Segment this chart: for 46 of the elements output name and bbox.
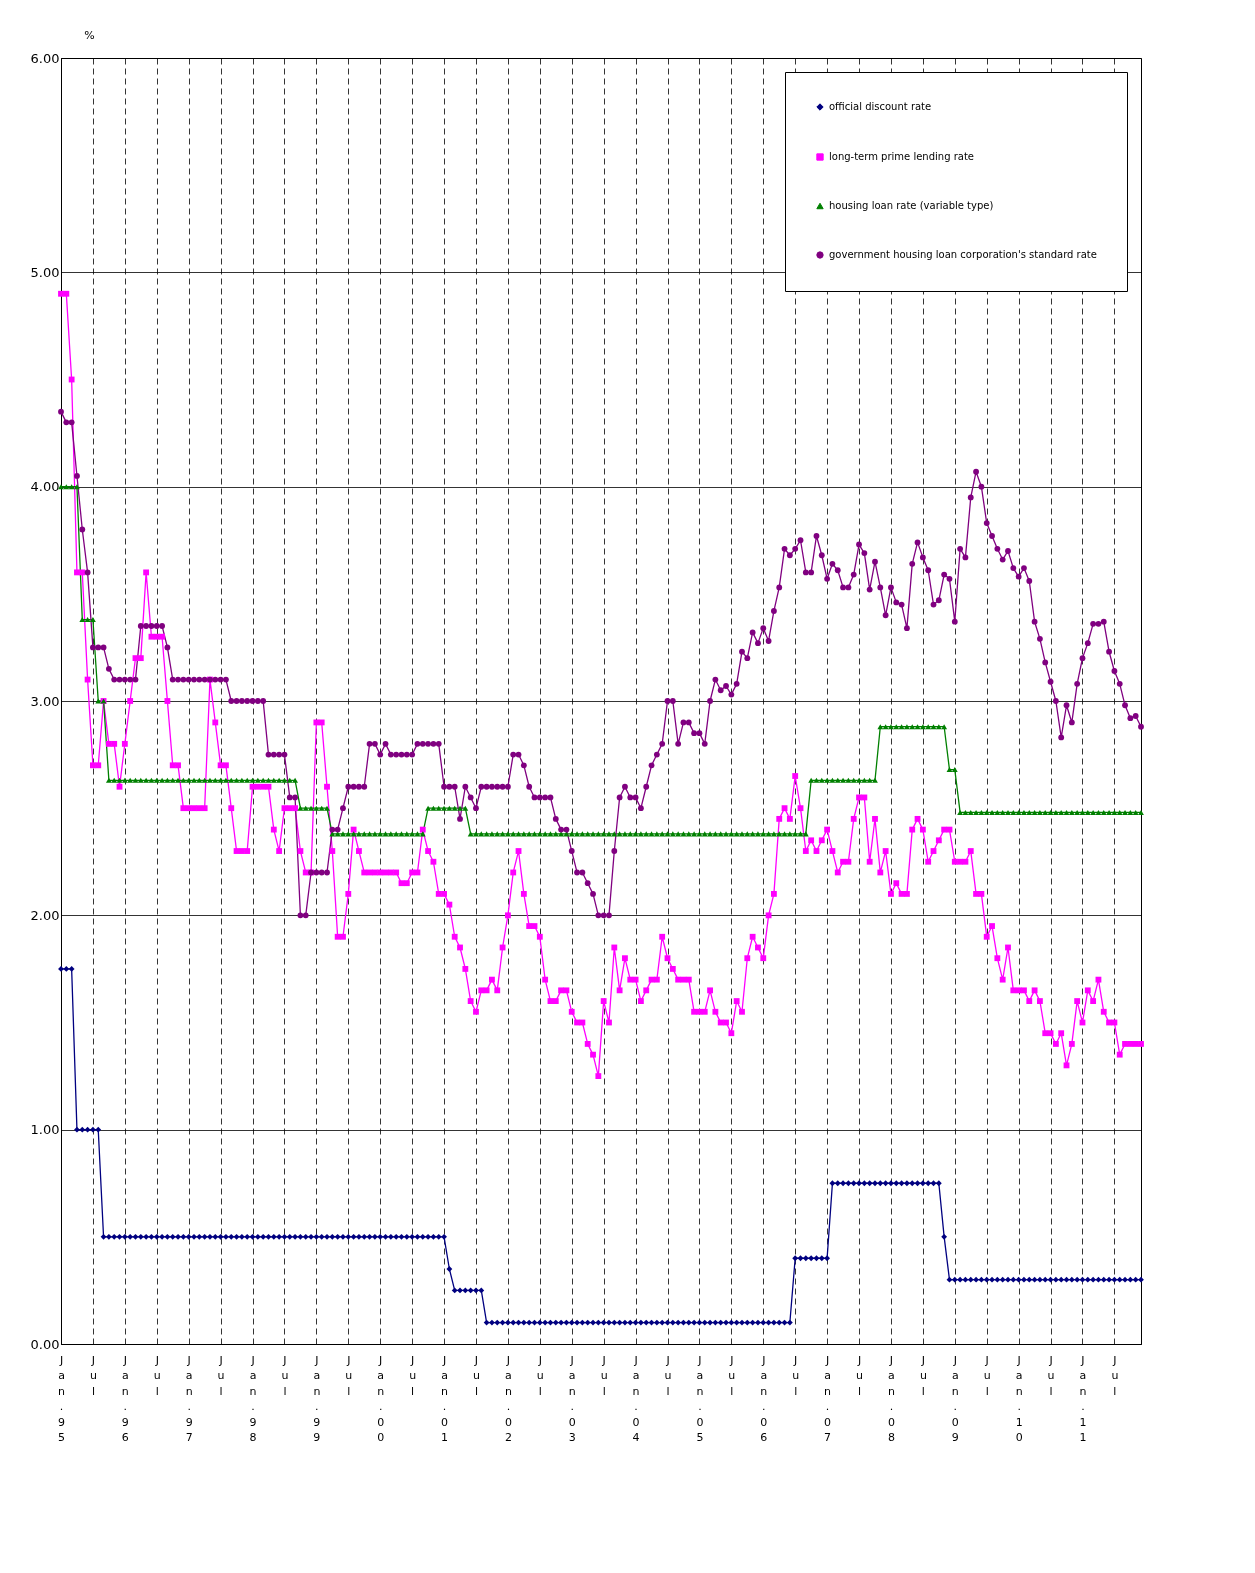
x-tick-label: Jan.97 bbox=[185, 1353, 193, 1444]
x-tick-label: Jul bbox=[1047, 1353, 1055, 1398]
legend-label: official discount rate bbox=[829, 101, 932, 112]
x-tick-label: Jul bbox=[792, 1353, 800, 1398]
x-tick-label: Jan.03 bbox=[568, 1353, 576, 1444]
y-tick-label: 6.00 bbox=[30, 50, 60, 66]
x-tick-label: Jul bbox=[664, 1353, 672, 1398]
x-tick-label: Jan.99 bbox=[313, 1353, 321, 1444]
y-tick-label: 2.00 bbox=[30, 907, 60, 923]
x-tick-label: Jul bbox=[153, 1353, 161, 1398]
x-tick-label: Jan.98 bbox=[249, 1353, 257, 1444]
x-tick-label: Jul bbox=[919, 1353, 927, 1398]
x-tick-label: Jan.01 bbox=[441, 1353, 449, 1444]
x-tick-label: Jul bbox=[89, 1353, 97, 1398]
x-tick-label: Jul bbox=[472, 1353, 480, 1398]
x-tick-label: Jan.95 bbox=[58, 1353, 66, 1444]
x-tick-label: Jan.04 bbox=[632, 1353, 640, 1444]
legend-label: long-term prime lending rate bbox=[829, 151, 974, 162]
x-tick-label: Jan.07 bbox=[824, 1353, 832, 1444]
y-tick-label: 5.00 bbox=[30, 264, 60, 280]
x-tick-label: Jul bbox=[217, 1353, 225, 1398]
x-tick-label: Jul bbox=[536, 1353, 544, 1398]
x-tick-label: Jan.10 bbox=[1015, 1353, 1023, 1444]
x-tick-label: Jul bbox=[281, 1353, 289, 1398]
y-tick-label: 4.00 bbox=[30, 479, 60, 495]
x-tick-label: Jan.05 bbox=[696, 1353, 704, 1444]
x-tick-label: Jan.11 bbox=[1079, 1353, 1087, 1444]
x-tick-label: Jan.02 bbox=[504, 1353, 512, 1444]
y-axis-title: % bbox=[84, 28, 95, 42]
x-tick-label: Jan.09 bbox=[951, 1353, 959, 1444]
x-tick-label: Jan.08 bbox=[887, 1353, 895, 1444]
x-tick-label: Jul bbox=[600, 1353, 608, 1398]
x-tick-label: Jul bbox=[728, 1353, 736, 1398]
x-tick-label: Jul bbox=[983, 1353, 991, 1398]
x-tick-label: Jul bbox=[409, 1353, 417, 1398]
x-tick-label: Jan.00 bbox=[377, 1353, 385, 1444]
x-tick-label: Jan.96 bbox=[121, 1353, 129, 1444]
x-tick-label: Jan.06 bbox=[760, 1353, 768, 1444]
x-tick-label: Jul bbox=[856, 1353, 864, 1398]
y-tick-label: 0.00 bbox=[30, 1336, 60, 1352]
y-tick-label: 3.00 bbox=[30, 693, 60, 709]
x-tick-label: Jul bbox=[345, 1353, 353, 1398]
y-tick-label: 1.00 bbox=[30, 1122, 60, 1138]
x-tick-label: Jul bbox=[1111, 1353, 1119, 1398]
legend-label: housing loan rate (variable type) bbox=[829, 200, 994, 211]
legend-label: government housing loan corporation's standard rate bbox=[829, 249, 1097, 260]
